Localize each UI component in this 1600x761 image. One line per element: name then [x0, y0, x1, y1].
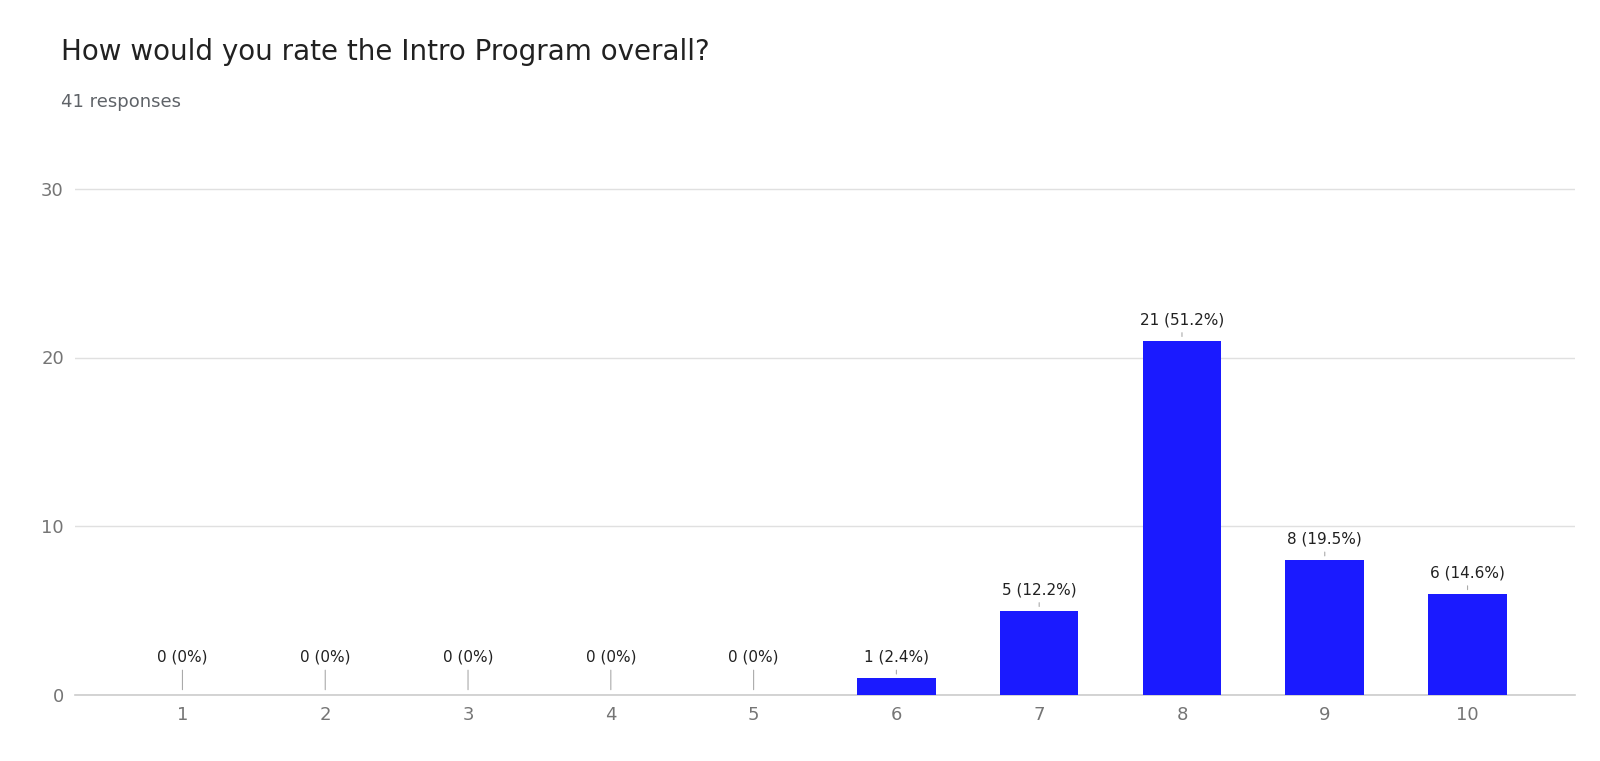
Text: 8 (19.5%): 8 (19.5%) — [1288, 531, 1362, 556]
Text: How would you rate the Intro Program overall?: How would you rate the Intro Program ove… — [61, 38, 709, 66]
Bar — [1429, 594, 1507, 695]
Text: 0 (0%): 0 (0%) — [443, 650, 493, 689]
Text: 5 (12.2%): 5 (12.2%) — [1002, 582, 1077, 607]
Bar — [1142, 341, 1221, 695]
Text: 0 (0%): 0 (0%) — [157, 650, 208, 689]
Text: 21 (51.2%): 21 (51.2%) — [1139, 312, 1224, 336]
Text: 0 (0%): 0 (0%) — [299, 650, 350, 689]
Bar — [1000, 610, 1078, 695]
Text: 0 (0%): 0 (0%) — [728, 650, 779, 689]
Text: 1 (2.4%): 1 (2.4%) — [864, 650, 930, 674]
Bar — [1285, 560, 1365, 695]
Text: 0 (0%): 0 (0%) — [586, 650, 637, 689]
Text: 41 responses: 41 responses — [61, 93, 181, 111]
Text: 6 (14.6%): 6 (14.6%) — [1430, 565, 1506, 590]
Bar — [858, 678, 936, 695]
